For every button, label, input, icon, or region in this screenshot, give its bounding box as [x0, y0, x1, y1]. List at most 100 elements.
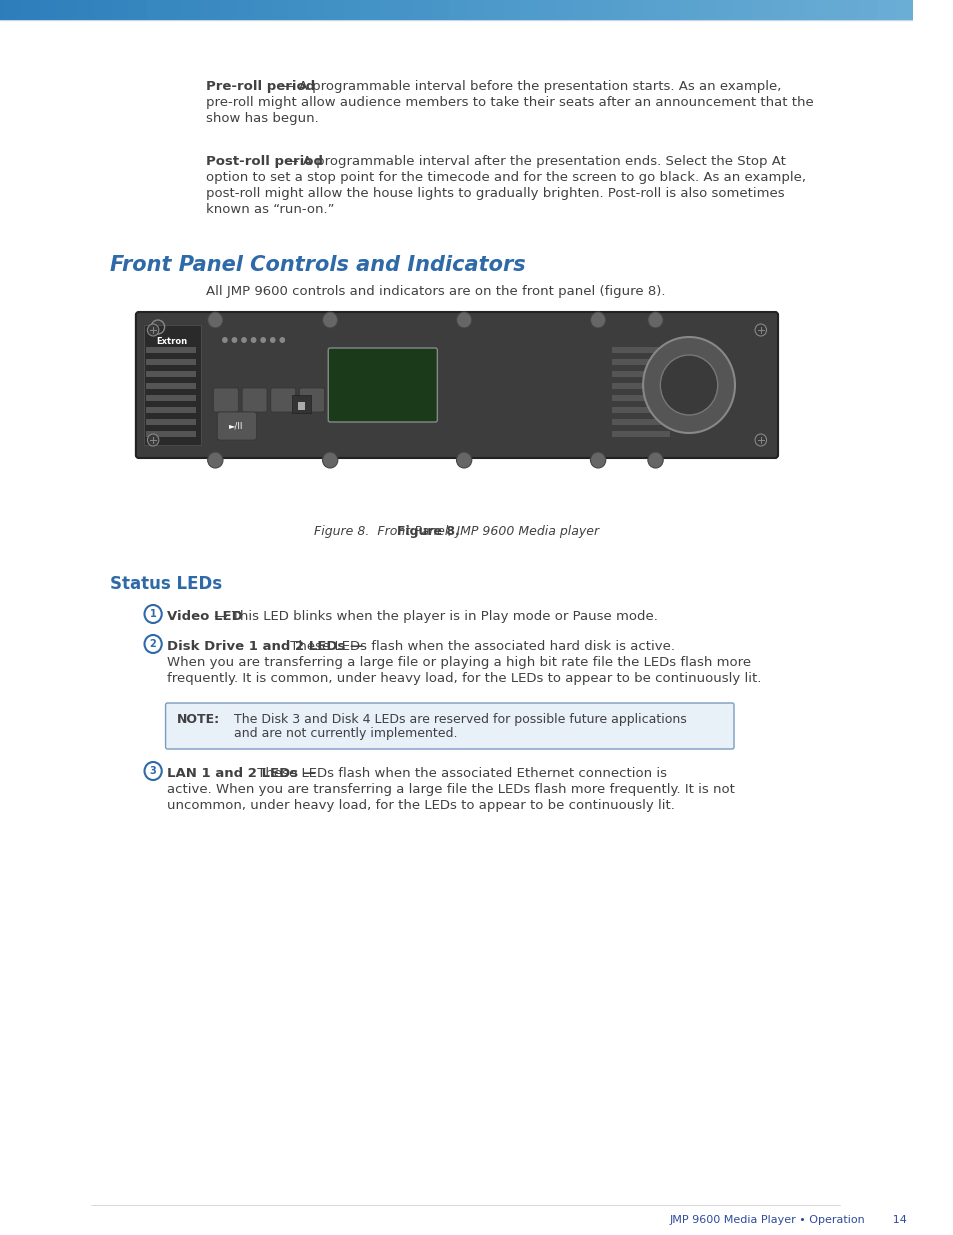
Bar — [662, 0, 666, 20]
Bar — [107, 0, 110, 20]
Text: post-roll might allow the house lights to gradually brighten. Post-roll is also : post-roll might allow the house lights t… — [206, 186, 783, 200]
Bar — [486, 0, 490, 20]
Bar — [146, 370, 196, 377]
Bar — [222, 0, 225, 20]
Bar — [332, 0, 335, 20]
Circle shape — [251, 337, 256, 343]
Bar — [733, 0, 736, 20]
Bar — [274, 0, 276, 20]
Bar — [0, 0, 3, 20]
Bar — [437, 0, 441, 20]
Bar — [702, 0, 705, 20]
Bar — [821, 0, 823, 20]
Bar — [529, 0, 532, 20]
Bar — [884, 0, 887, 20]
Bar — [255, 0, 258, 20]
Text: known as “run-on.”: known as “run-on.” — [206, 203, 334, 216]
Bar — [541, 0, 544, 20]
Bar — [517, 0, 519, 20]
Bar — [21, 0, 25, 20]
Bar — [751, 0, 754, 20]
Bar — [833, 0, 836, 20]
Bar — [672, 0, 675, 20]
Text: Front Panel Controls and Indicators: Front Panel Controls and Indicators — [110, 254, 525, 275]
Bar — [386, 0, 389, 20]
Bar — [89, 0, 91, 20]
Bar — [76, 0, 79, 20]
Bar — [612, 347, 669, 353]
Bar — [234, 0, 237, 20]
Bar — [176, 0, 179, 20]
Bar — [243, 0, 246, 20]
Text: show has begun.: show has begun. — [206, 112, 318, 125]
Bar — [146, 0, 149, 20]
Bar — [496, 0, 498, 20]
Bar — [511, 0, 514, 20]
Bar — [210, 0, 213, 20]
Bar — [94, 0, 97, 20]
Bar — [891, 0, 894, 20]
Bar — [271, 0, 274, 20]
Bar — [228, 0, 231, 20]
Bar — [876, 0, 879, 20]
Bar — [46, 0, 49, 20]
FancyBboxPatch shape — [328, 348, 436, 422]
Bar — [25, 0, 28, 20]
Bar — [802, 0, 805, 20]
Bar — [429, 0, 432, 20]
Bar — [629, 0, 633, 20]
Bar — [435, 0, 437, 20]
Bar — [213, 0, 215, 20]
Text: Status LEDs: Status LEDs — [110, 576, 222, 593]
Bar — [575, 0, 578, 20]
Bar — [97, 0, 100, 20]
Bar — [219, 0, 222, 20]
Bar — [626, 0, 629, 20]
Circle shape — [260, 337, 266, 343]
Circle shape — [590, 452, 605, 468]
Text: These LEDs flash when the associated hard disk is active.: These LEDs flash when the associated har… — [285, 640, 674, 653]
Bar — [532, 0, 535, 20]
Text: Extron: Extron — [156, 337, 188, 346]
Text: These LEDs flash when the associated Ethernet connection is: These LEDs flash when the associated Eth… — [253, 767, 666, 781]
Bar — [708, 0, 711, 20]
Bar — [146, 408, 196, 412]
Bar — [419, 0, 422, 20]
Bar — [146, 419, 196, 425]
Bar — [194, 0, 197, 20]
Bar — [523, 0, 526, 20]
Bar — [43, 0, 46, 20]
Bar — [353, 0, 355, 20]
Bar — [67, 0, 70, 20]
Bar — [118, 0, 122, 20]
Bar — [182, 0, 186, 20]
Bar — [772, 0, 775, 20]
Bar — [836, 0, 839, 20]
Bar — [39, 0, 43, 20]
Bar — [639, 0, 641, 20]
Bar — [6, 0, 10, 20]
Bar — [839, 0, 842, 20]
Bar — [51, 0, 54, 20]
Bar — [343, 0, 347, 20]
Bar — [164, 0, 167, 20]
Bar — [766, 0, 769, 20]
Circle shape — [147, 433, 159, 446]
Circle shape — [322, 312, 337, 329]
Bar — [265, 0, 268, 20]
Bar — [565, 0, 569, 20]
Bar — [697, 0, 700, 20]
Text: All JMP 9600 controls and indicators are on the front panel (figure 8).: All JMP 9600 controls and indicators are… — [206, 285, 664, 298]
Text: pre-roll might allow audience members to take their seats after an announcement : pre-roll might allow audience members to… — [206, 96, 813, 109]
FancyBboxPatch shape — [242, 388, 267, 412]
Bar — [711, 0, 715, 20]
Bar — [54, 0, 58, 20]
Bar — [659, 0, 662, 20]
Bar — [112, 0, 115, 20]
Circle shape — [208, 452, 223, 468]
Bar — [514, 0, 517, 20]
Bar — [314, 0, 316, 20]
Text: When you are transferring a large file or playing a high bit rate file the LEDs : When you are transferring a large file o… — [168, 656, 751, 669]
Bar — [583, 0, 587, 20]
Text: active. When you are transferring a large file the LEDs flash more frequently. I: active. When you are transferring a larg… — [168, 783, 735, 797]
